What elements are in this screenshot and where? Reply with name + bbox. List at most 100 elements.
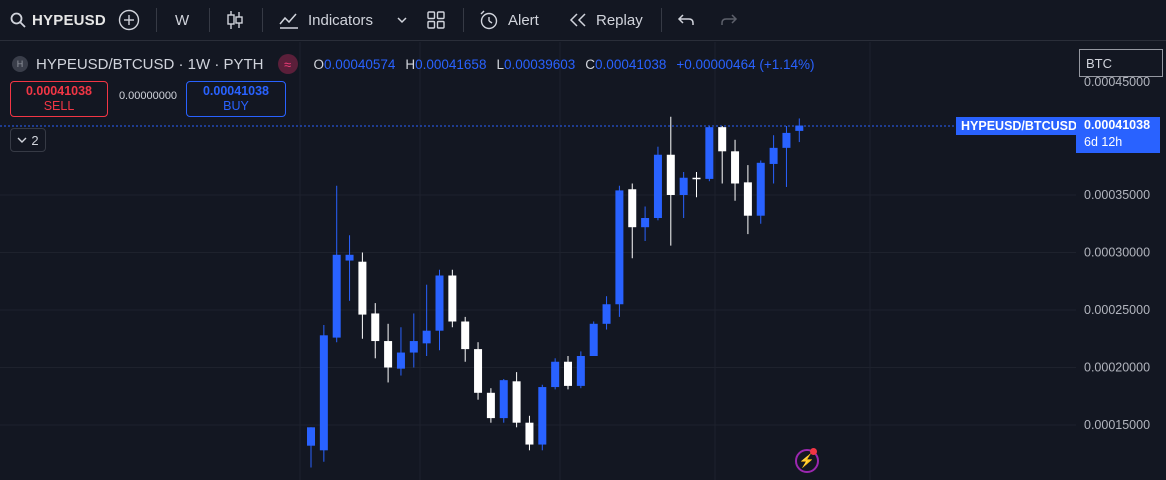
chart-type-button[interactable]	[226, 0, 244, 40]
candle	[409, 313, 418, 368]
candle	[615, 185, 624, 317]
redo-button[interactable]	[720, 0, 738, 40]
candle-body	[795, 125, 804, 131]
candle	[564, 356, 572, 390]
candle	[396, 327, 405, 376]
close-key: C	[585, 56, 596, 72]
sell-label: SELL	[43, 99, 75, 113]
candle-body	[589, 323, 598, 356]
candle	[705, 126, 714, 182]
alert-button[interactable]: Alert	[478, 0, 539, 40]
candle-body	[371, 313, 380, 342]
candle	[422, 284, 431, 356]
symbol-price-tag: HYPEUSD/BTCUSD	[956, 117, 1082, 135]
buy-button[interactable]: 0.00041038 BUY	[186, 81, 286, 117]
candle-body	[653, 154, 662, 218]
open-key: O	[313, 56, 325, 72]
compare-symbol-button[interactable]	[118, 0, 140, 40]
candle-body	[666, 154, 675, 195]
sell-price: 0.00041038	[25, 84, 93, 98]
candle-body	[486, 392, 495, 419]
buy-price: 0.00041038	[202, 84, 270, 98]
candle	[461, 316, 470, 362]
candle-body	[718, 127, 727, 152]
candle	[692, 172, 701, 198]
sell-button[interactable]: 0.00041038 SELL	[10, 81, 108, 117]
candle-body	[564, 361, 572, 386]
alert-label: Alert	[508, 11, 539, 29]
candle	[525, 415, 534, 451]
replay-label: Replay	[596, 11, 643, 29]
candle-body	[448, 275, 457, 322]
indicators-dropdown[interactable]	[396, 0, 408, 40]
symbol-logo: H	[12, 56, 28, 72]
candle	[435, 269, 444, 351]
candle	[769, 135, 778, 184]
candle-body	[319, 335, 328, 451]
replay-button[interactable]: Replay	[568, 0, 643, 40]
collapse-indicators-button[interactable]: 2	[10, 128, 46, 152]
chevron-down-icon	[17, 137, 27, 143]
candle	[319, 324, 328, 462]
top-toolbar: HYPEUSD W Indicators Alert Replay	[0, 0, 1166, 41]
currency-input[interactable]: BTC	[1079, 49, 1163, 77]
ohlc-values: O0.00040574 H0.00041658 L0.00039603 C0.0…	[314, 57, 815, 72]
price-axis-tick: 0.00015000	[1084, 418, 1150, 432]
candle-body	[743, 182, 752, 216]
candle	[641, 206, 650, 241]
templates-button[interactable]	[426, 0, 446, 40]
price-axis[interactable]: 0.00045000 0.00035000 0.00030000 0.00025000…	[1076, 42, 1166, 480]
candle	[371, 303, 380, 359]
candle	[486, 388, 495, 423]
price-axis-tick: 0.00045000	[1084, 75, 1150, 89]
candle	[512, 372, 521, 428]
candle-body	[641, 218, 650, 228]
alarm-clock-icon	[480, 10, 498, 30]
candle	[345, 235, 354, 301]
price-axis-labels: 0.00045000 0.00035000 0.00030000 0.00025000…	[1084, 75, 1150, 432]
price-axis-tick: 0.00025000	[1084, 303, 1150, 317]
candle	[718, 126, 727, 184]
candle	[499, 379, 508, 423]
candle-body	[474, 349, 483, 393]
low-key: L	[496, 56, 504, 72]
candle	[731, 139, 740, 201]
indicator-count: 2	[31, 132, 39, 148]
candle-body	[769, 147, 778, 164]
candle-body	[551, 361, 560, 388]
candle	[743, 165, 752, 235]
open-value: 0.00040574	[324, 56, 396, 72]
candle-body	[499, 380, 508, 419]
lightning-icon[interactable]: ⚡	[795, 449, 819, 473]
candle-body	[332, 254, 341, 338]
candle-body	[345, 254, 354, 261]
candle-body	[615, 190, 624, 305]
undo-button[interactable]	[677, 0, 695, 40]
candle-body	[384, 341, 393, 368]
low-value: 0.00039603	[503, 56, 576, 72]
search-icon	[10, 12, 26, 28]
candle-body	[679, 177, 688, 195]
interval-button[interactable]: W	[175, 0, 189, 40]
data-source-icon[interactable]: ≈	[277, 54, 298, 74]
candle-body	[782, 132, 791, 148]
candle-body	[307, 427, 315, 446]
candle-body	[628, 189, 637, 228]
candle	[538, 384, 547, 451]
legend-title[interactable]: HYPEUSD/BTCUSD · 1W · PYTH	[36, 55, 264, 73]
candle	[628, 183, 637, 259]
candle	[679, 172, 688, 218]
candle-body	[396, 352, 405, 369]
last-symbol-label: HYPEUSD/BTCUSD	[961, 119, 1077, 133]
candle-body	[756, 162, 765, 216]
candle-body	[602, 304, 611, 324]
candle	[589, 321, 598, 356]
candle	[576, 351, 585, 389]
candle-body	[705, 127, 714, 179]
indicators-button[interactable]: Indicators	[278, 0, 373, 40]
symbol-search[interactable]: HYPEUSD	[10, 0, 106, 40]
rewind-icon	[569, 13, 586, 27]
candle	[448, 269, 457, 328]
candle	[332, 185, 341, 343]
